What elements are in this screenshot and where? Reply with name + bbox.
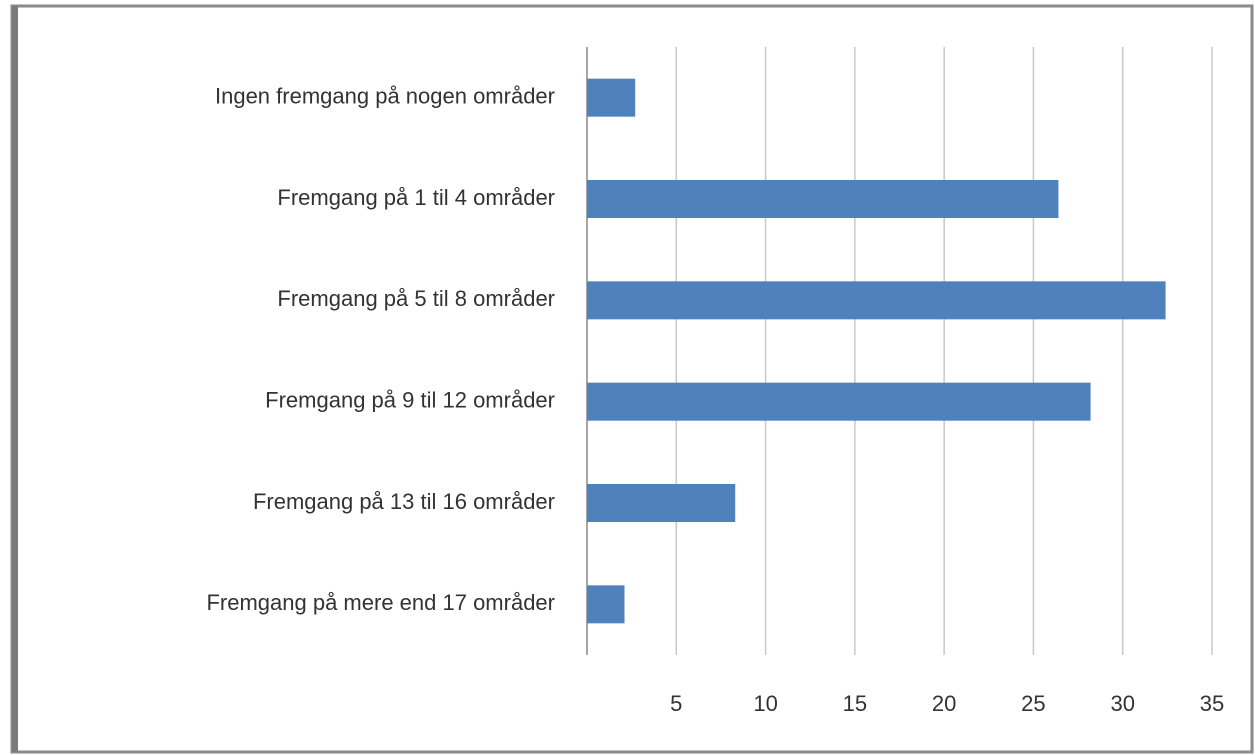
y-tick-label: Fremgang på mere end 17 områder [206, 590, 555, 615]
bar [587, 585, 625, 624]
chart-frame [10, 4, 1254, 754]
bar [587, 78, 636, 117]
x-tick-label: 25 [1021, 691, 1045, 716]
y-tick-label: Ingen fremgang på nogen områder [215, 83, 555, 108]
x-tick-label: 35 [1200, 691, 1224, 716]
x-tick-label: 20 [932, 691, 956, 716]
x-tick-label: 30 [1110, 691, 1134, 716]
x-tick-label: 15 [843, 691, 867, 716]
bar [587, 180, 1059, 218]
x-tick-label: 10 [753, 691, 777, 716]
y-tick-label: Fremgang på 9 til 12 områder [265, 387, 555, 412]
frame-left-edge [12, 6, 18, 752]
bar [587, 382, 1091, 421]
bar [587, 281, 1166, 320]
y-tick-label: Fremgang på 5 til 8 områder [277, 286, 555, 311]
bar [587, 484, 736, 522]
y-tick-label: Fremgang på 1 til 4 områder [277, 185, 555, 210]
x-tick-label: 5 [670, 691, 682, 716]
y-tick-label: Fremgang på 13 til 16 områder [253, 489, 555, 514]
